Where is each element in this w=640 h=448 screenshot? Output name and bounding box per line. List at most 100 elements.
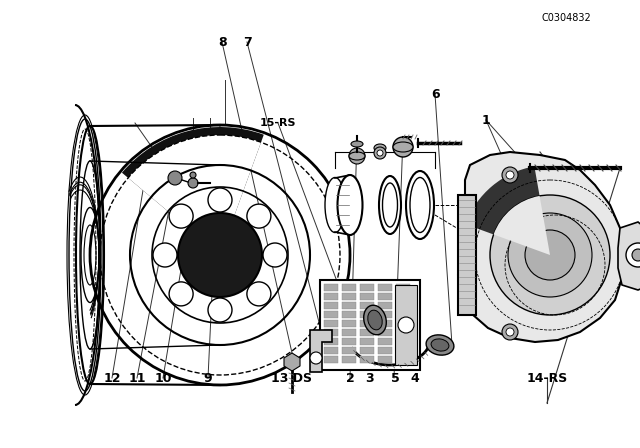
Bar bbox=[396, 320, 410, 327]
Text: C0304832: C0304832 bbox=[541, 13, 591, 23]
Text: 15-RS: 15-RS bbox=[260, 118, 297, 128]
Circle shape bbox=[490, 195, 610, 315]
Text: 4: 4 bbox=[410, 372, 419, 385]
Circle shape bbox=[349, 148, 365, 164]
Bar bbox=[324, 356, 338, 363]
Text: 5: 5 bbox=[390, 372, 399, 385]
Bar bbox=[360, 302, 374, 309]
Text: 9: 9 bbox=[204, 372, 212, 385]
Bar bbox=[378, 293, 392, 300]
Bar bbox=[342, 329, 356, 336]
Bar bbox=[378, 356, 392, 363]
Text: 3: 3 bbox=[365, 372, 374, 385]
Bar bbox=[396, 338, 410, 345]
Bar bbox=[458, 195, 476, 315]
Bar bbox=[360, 293, 374, 300]
Ellipse shape bbox=[379, 176, 401, 234]
Ellipse shape bbox=[426, 335, 454, 355]
Text: 1: 1 bbox=[482, 114, 491, 128]
Bar bbox=[324, 302, 338, 309]
Bar bbox=[396, 293, 410, 300]
Wedge shape bbox=[465, 166, 550, 255]
Ellipse shape bbox=[374, 144, 386, 152]
Ellipse shape bbox=[383, 183, 397, 227]
Text: 6: 6 bbox=[431, 87, 440, 101]
Ellipse shape bbox=[406, 171, 434, 239]
Bar bbox=[342, 311, 356, 318]
Bar bbox=[378, 311, 392, 318]
Bar bbox=[324, 320, 338, 327]
Circle shape bbox=[247, 282, 271, 306]
Circle shape bbox=[508, 213, 592, 297]
Bar bbox=[396, 284, 410, 291]
Bar bbox=[396, 302, 410, 309]
Bar bbox=[360, 338, 374, 345]
Bar bbox=[324, 329, 338, 336]
Circle shape bbox=[525, 230, 575, 280]
Bar bbox=[396, 329, 410, 336]
Wedge shape bbox=[122, 127, 264, 255]
Bar bbox=[324, 311, 338, 318]
Ellipse shape bbox=[393, 142, 413, 152]
Bar bbox=[396, 347, 410, 354]
Ellipse shape bbox=[351, 141, 363, 147]
Circle shape bbox=[506, 328, 514, 336]
Circle shape bbox=[208, 188, 232, 212]
Text: 2: 2 bbox=[346, 372, 355, 385]
Bar bbox=[324, 347, 338, 354]
Bar bbox=[378, 347, 392, 354]
Bar bbox=[342, 293, 356, 300]
Circle shape bbox=[263, 243, 287, 267]
Bar bbox=[320, 280, 420, 370]
Polygon shape bbox=[310, 330, 332, 372]
Circle shape bbox=[190, 172, 196, 178]
Bar bbox=[395, 285, 417, 365]
Polygon shape bbox=[284, 353, 300, 371]
Text: 14-RS: 14-RS bbox=[527, 372, 568, 385]
Text: 13 DS: 13 DS bbox=[271, 372, 312, 385]
Ellipse shape bbox=[410, 177, 430, 233]
Circle shape bbox=[374, 147, 386, 159]
Ellipse shape bbox=[364, 305, 387, 335]
Circle shape bbox=[169, 204, 193, 228]
Circle shape bbox=[188, 178, 198, 188]
Circle shape bbox=[502, 167, 518, 183]
Polygon shape bbox=[618, 222, 640, 290]
Bar bbox=[378, 329, 392, 336]
Bar bbox=[342, 320, 356, 327]
Bar bbox=[396, 356, 410, 363]
Bar bbox=[324, 293, 338, 300]
Circle shape bbox=[626, 243, 640, 267]
Circle shape bbox=[393, 137, 413, 157]
Text: 12: 12 bbox=[103, 372, 121, 385]
Text: 11: 11 bbox=[129, 372, 147, 385]
Circle shape bbox=[178, 213, 262, 297]
Circle shape bbox=[632, 249, 640, 261]
Circle shape bbox=[153, 243, 177, 267]
Ellipse shape bbox=[431, 339, 449, 351]
Bar bbox=[342, 356, 356, 363]
Circle shape bbox=[247, 204, 271, 228]
Circle shape bbox=[506, 171, 514, 179]
Ellipse shape bbox=[325, 177, 345, 233]
Bar bbox=[342, 347, 356, 354]
Bar bbox=[378, 320, 392, 327]
Bar bbox=[324, 338, 338, 345]
Bar bbox=[360, 284, 374, 291]
Circle shape bbox=[502, 324, 518, 340]
Ellipse shape bbox=[337, 175, 362, 235]
Text: 10: 10 bbox=[154, 372, 172, 385]
Polygon shape bbox=[458, 152, 625, 342]
Circle shape bbox=[208, 298, 232, 322]
Bar bbox=[324, 284, 338, 291]
Text: 8: 8 bbox=[218, 36, 227, 49]
Circle shape bbox=[310, 352, 322, 364]
Wedge shape bbox=[493, 196, 550, 255]
Circle shape bbox=[169, 282, 193, 306]
Bar bbox=[378, 302, 392, 309]
Bar bbox=[378, 284, 392, 291]
Bar bbox=[360, 311, 374, 318]
Circle shape bbox=[168, 171, 182, 185]
Bar bbox=[342, 284, 356, 291]
Bar bbox=[342, 338, 356, 345]
